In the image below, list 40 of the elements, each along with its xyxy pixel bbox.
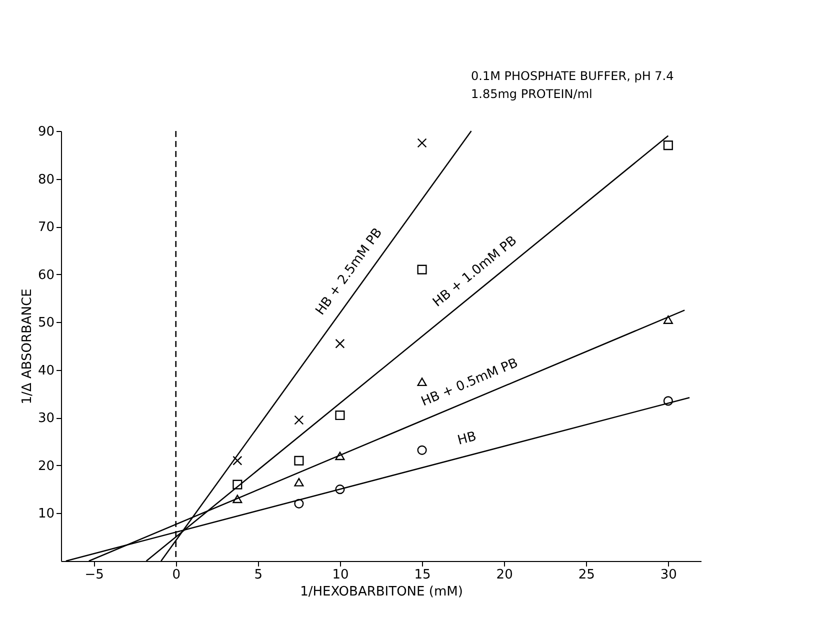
x-tick-label: 30 [660,568,677,582]
point [335,484,345,494]
point [663,316,673,324]
text: HB [456,429,478,448]
x-tick-label: 20 [496,568,513,582]
point [294,456,304,466]
y-tick-label: 50 [38,316,54,331]
point [417,264,427,274]
point [417,378,427,386]
y-tick-label: 90 [38,124,54,140]
y-axis-title: 1/Δ ABSORBANCE [20,288,35,404]
point [417,445,427,455]
y-tick-label: 40 [38,363,54,378]
point [294,478,304,486]
point [294,415,304,425]
point [335,452,345,460]
point [232,480,242,490]
y-tick-label: 10 [38,506,54,522]
y-tick-label: 80 [38,172,54,188]
x-tick-label: 0 [172,568,181,582]
y-tick-label: 30 [38,411,54,426]
point [232,494,242,504]
point [417,138,427,148]
point [663,396,673,406]
text: 1.85mg PROTEIN/ml [471,87,592,101]
point [294,498,304,508]
x-tick-label: 5 [254,568,263,582]
x-tick-label: −5 [84,568,104,582]
point [663,140,673,150]
text: 0.1M PHOSPHATE BUFFER, pH 7.4 [471,69,674,83]
x-axis-title: 1/HEXOBARBITONE (mM) [300,584,463,600]
x-tick-label: 15 [414,568,431,582]
x-tick-label: 10 [332,568,349,582]
y-tick-label: 60 [38,268,54,283]
point [335,338,345,348]
x-tick-label: 25 [578,568,595,582]
y-tick-label: 70 [38,220,54,236]
y-tick-label: 20 [38,458,54,474]
point [335,410,345,420]
point [232,456,242,466]
